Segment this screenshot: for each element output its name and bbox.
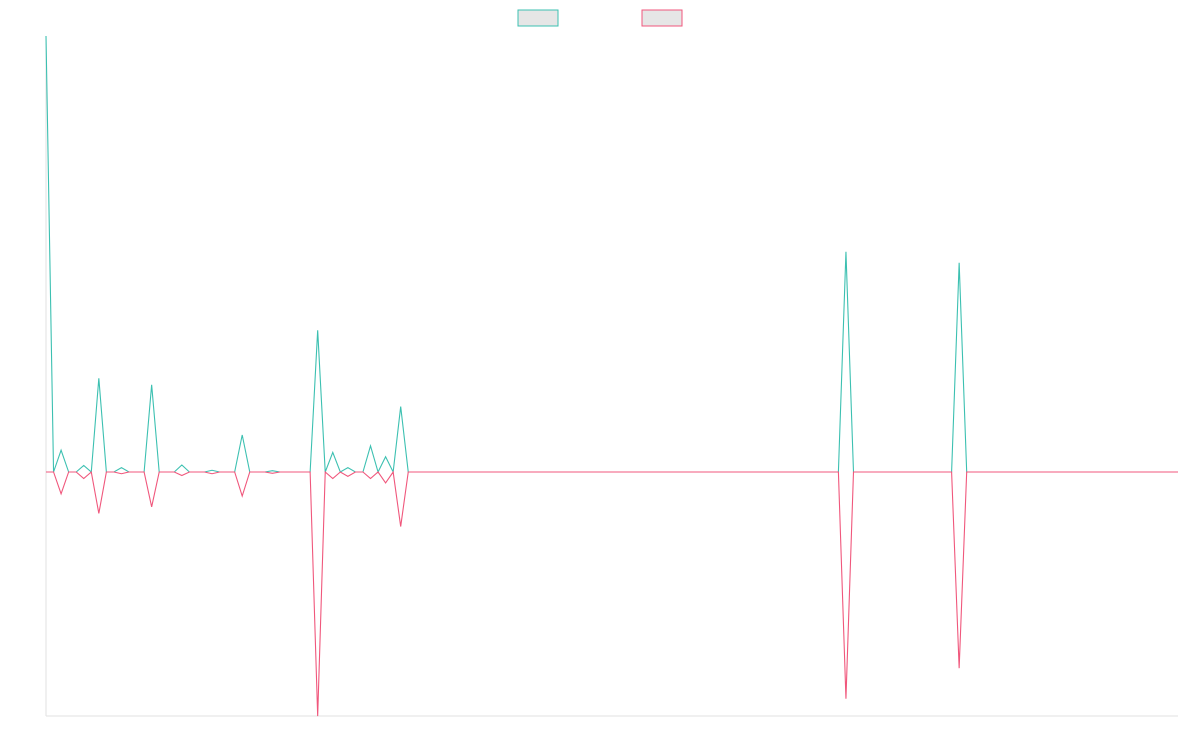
series-group [45,35,1178,717]
legend [517,9,683,27]
legend-swatch-2[interactable] [641,9,683,27]
series-line-1 [45,35,1178,474]
legend-swatch-1[interactable] [517,9,559,27]
series-line-2 [46,470,1178,717]
axes [45,36,1178,717]
